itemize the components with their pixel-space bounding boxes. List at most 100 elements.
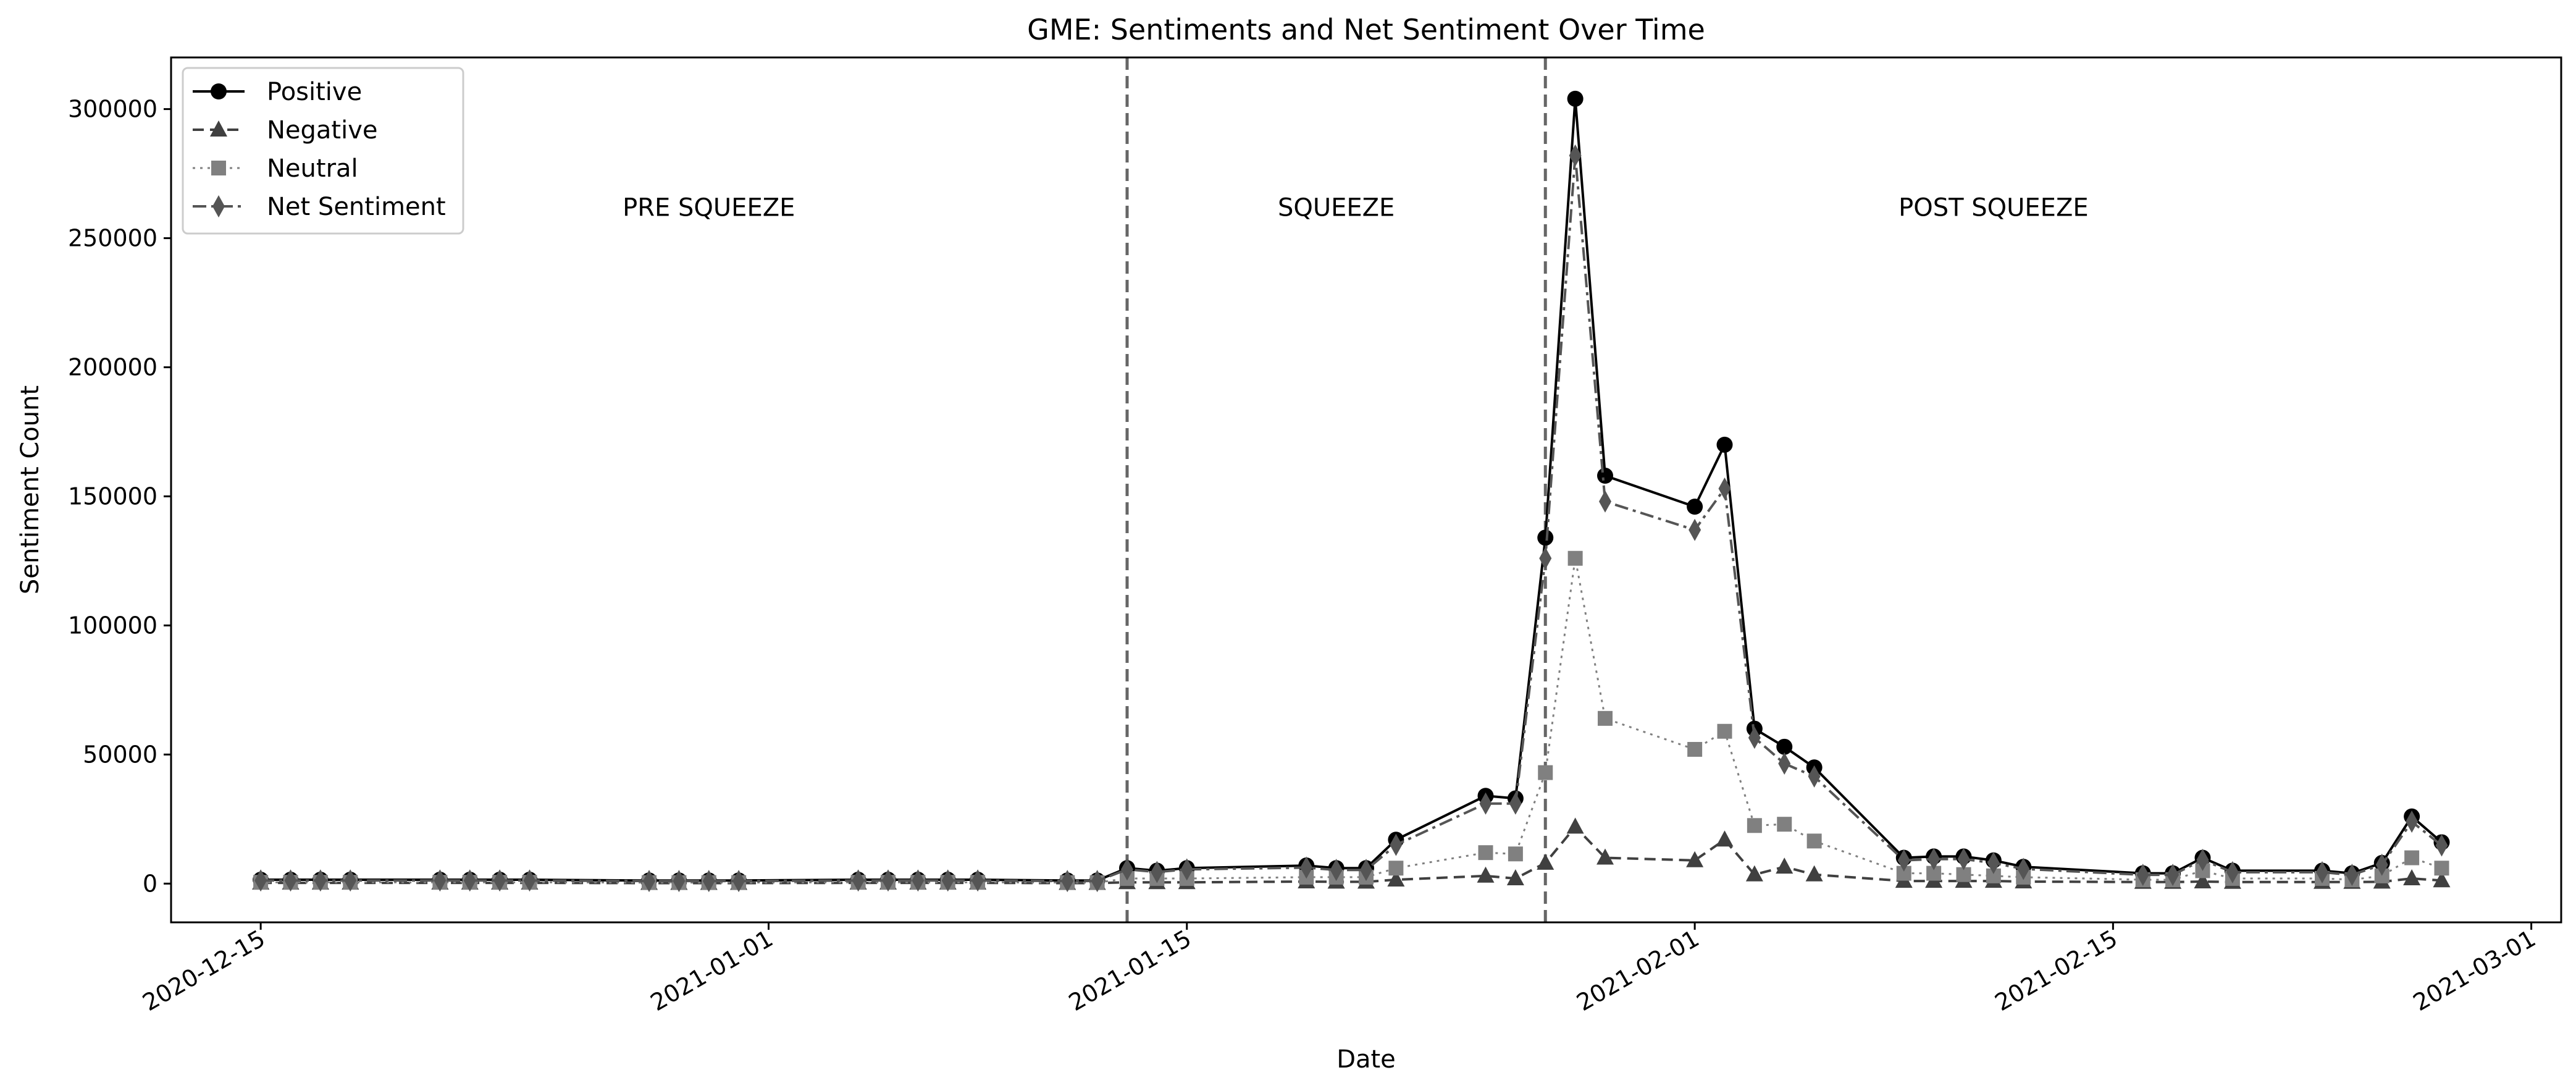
- data-point-net-sentiment: [643, 870, 655, 893]
- data-point-neutral: [2434, 861, 2449, 876]
- data-point-net-sentiment: [1808, 765, 1821, 788]
- data-point-net-sentiment: [2435, 834, 2448, 857]
- y-tick-label: 200000: [68, 353, 157, 381]
- phase-label: POST SQUEEZE: [1898, 193, 2089, 222]
- data-point-neutral: [1538, 765, 1553, 780]
- data-point-net-sentiment: [1957, 848, 1970, 870]
- data-point-net-sentiment: [852, 869, 865, 892]
- data-point-net-sentiment: [314, 869, 327, 892]
- legend: Positive Negative Neutral Net Sentiment: [182, 67, 464, 235]
- data-point-net-sentiment: [882, 869, 894, 892]
- data-point-positive: [1537, 529, 1554, 546]
- data-point-net-sentiment: [2017, 857, 2030, 880]
- data-point-positive: [1687, 499, 1703, 515]
- data-point-negative: [1477, 866, 1495, 883]
- data-point-net-sentiment: [1180, 858, 1193, 881]
- data-point-negative: [1686, 851, 1704, 867]
- data-point-negative: [1776, 857, 1794, 874]
- x-tick-label: 2020-12-15: [138, 925, 269, 1017]
- data-point-net-sentiment: [2136, 864, 2149, 887]
- x-tick-label: 2021-02-01: [1572, 925, 1703, 1017]
- data-point-net-sentiment: [971, 869, 984, 892]
- data-point-net-sentiment: [2167, 864, 2180, 887]
- data-point-net-sentiment: [2316, 861, 2328, 883]
- data-point-net-sentiment: [1300, 856, 1313, 879]
- phase-dividers: [1125, 57, 1547, 922]
- data-point-net-sentiment: [912, 869, 925, 892]
- x-tick-label: 2021-01-15: [1064, 925, 1196, 1017]
- x-axis-label: Date: [1336, 1045, 1396, 1074]
- data-point-positive: [1716, 436, 1733, 453]
- data-point-net-sentiment: [1360, 859, 1372, 882]
- legend-label: Net Sentiment: [267, 193, 446, 221]
- data-point-net-sentiment: [1539, 547, 1552, 570]
- phase-label: SQUEEZE: [1278, 193, 1395, 222]
- series-net-sentiment: [254, 144, 2448, 893]
- data-point-neutral: [1717, 723, 1732, 739]
- data-point-net-sentiment: [1061, 870, 1074, 893]
- data-point-net-sentiment: [493, 869, 506, 892]
- data-point-negative: [1506, 869, 1524, 885]
- data-point-negative: [1805, 865, 1823, 882]
- data-point-negative: [1387, 870, 1405, 887]
- data-point-net-sentiment: [1689, 518, 1701, 541]
- y-tick-label: 50000: [83, 741, 157, 768]
- data-point-neutral: [2404, 850, 2420, 866]
- data-point-net-sentiment: [673, 870, 686, 893]
- phase-labels: PRE SQUEEZE SQUEEZE POST SQUEEZE: [623, 193, 2089, 222]
- data-point-net-sentiment: [1151, 861, 1164, 883]
- data-point-positive: [1597, 468, 1613, 484]
- data-point-negative: [2194, 872, 2212, 888]
- data-point-net-sentiment: [254, 869, 267, 892]
- data-point-neutral: [1777, 817, 1792, 832]
- y-tick-label: 150000: [68, 482, 157, 510]
- data-point-negative: [1596, 848, 1614, 865]
- data-point-negative: [1716, 830, 1734, 847]
- data-point-net-sentiment: [1479, 792, 1492, 815]
- y-tick-label: 0: [143, 870, 157, 897]
- data-point-net-sentiment: [1091, 870, 1104, 893]
- series-layer: [252, 90, 2451, 893]
- data-point-net-sentiment: [941, 869, 954, 892]
- x-tick-label: 2021-01-01: [646, 925, 778, 1017]
- data-point-positive: [1567, 90, 1584, 107]
- data-point-net-sentiment: [1718, 477, 1731, 500]
- data-point-net-sentiment: [344, 869, 357, 892]
- legend-entry-positive: Positive: [193, 78, 362, 106]
- chart-title: GME: Sentiments and Net Sentiment Over T…: [1027, 13, 1705, 46]
- legend-label: Neutral: [267, 154, 358, 183]
- data-point-net-sentiment: [2226, 861, 2239, 883]
- data-point-positive: [1776, 738, 1793, 755]
- data-point-net-sentiment: [1778, 752, 1791, 775]
- legend-swatch-marker: [211, 161, 226, 175]
- legend-entry-negative: Negative: [193, 116, 378, 145]
- data-point-neutral: [1478, 845, 1493, 861]
- legend-entries: Positive Negative Neutral Net Sentiment: [193, 78, 446, 221]
- plot-area: [171, 57, 2561, 922]
- legend-entry-neutral: Neutral: [193, 154, 358, 183]
- x-tick-label: 2021-02-15: [1991, 925, 2122, 1017]
- data-point-negative: [2403, 869, 2421, 885]
- data-point-neutral: [1687, 742, 1703, 757]
- phase-label: PRE SQUEEZE: [623, 193, 795, 222]
- data-point-net-sentiment: [1390, 833, 1403, 856]
- data-point-net-sentiment: [463, 869, 476, 892]
- x-axis: 2020-12-15 2021-01-01 2021-01-15 2021-02-01…: [138, 922, 2540, 1016]
- legend-swatch-marker: [210, 120, 227, 137]
- data-point-net-sentiment: [732, 870, 745, 893]
- data-point-net-sentiment: [1569, 144, 1582, 167]
- data-point-negative: [2433, 871, 2451, 888]
- data-point-net-sentiment: [2406, 811, 2419, 833]
- data-point-net-sentiment: [1509, 792, 1522, 815]
- data-point-negative: [1566, 817, 1584, 834]
- series-line-negative: [261, 825, 2442, 885]
- data-point-net-sentiment: [434, 869, 447, 892]
- data-point-net-sentiment: [2196, 848, 2209, 871]
- data-point-neutral: [1508, 846, 1523, 862]
- data-point-net-sentiment: [1330, 859, 1343, 882]
- data-point-net-sentiment: [284, 869, 297, 892]
- data-point-net-sentiment: [1987, 851, 2000, 874]
- y-axis: 0 50000 100000 150000 200000 250000 300000: [68, 96, 171, 897]
- data-point-neutral: [1747, 818, 1762, 833]
